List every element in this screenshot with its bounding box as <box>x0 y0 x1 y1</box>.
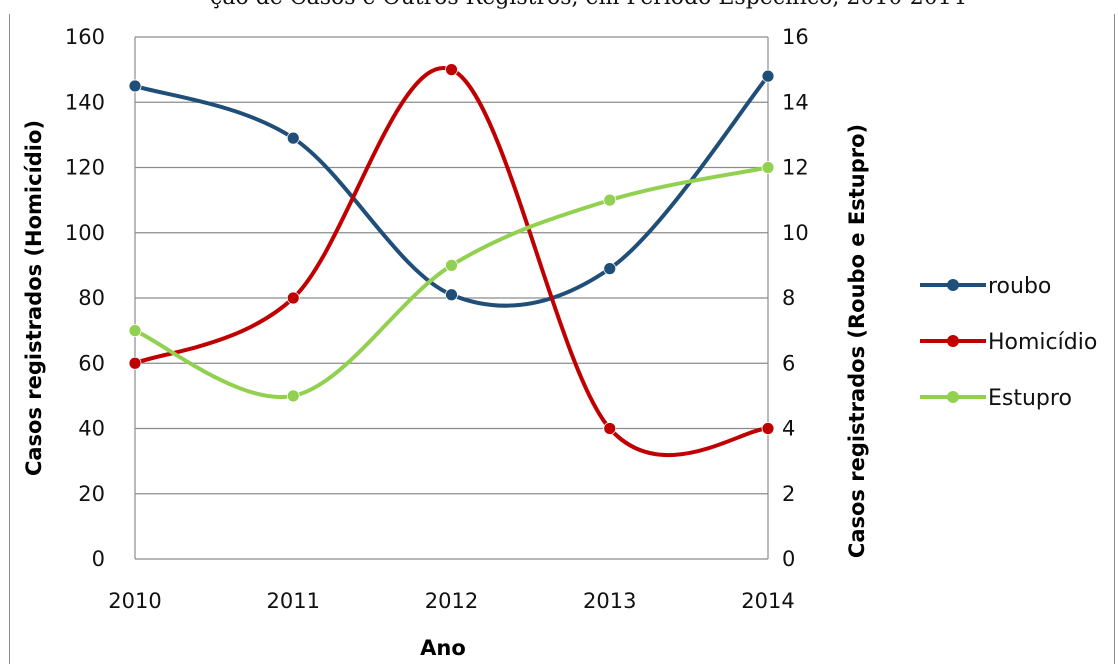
legend-label: Homicídio <box>988 330 1097 355</box>
y-tick-label-left: 100 <box>65 221 105 245</box>
data-point <box>128 79 142 93</box>
data-point <box>445 258 458 272</box>
y-tick-label-right: 12 <box>782 156 809 180</box>
data-point <box>445 63 458 77</box>
data-point <box>286 131 300 145</box>
series-roubo <box>128 69 775 308</box>
series-estupro <box>128 161 775 403</box>
y-tick-label-left: 60 <box>78 351 105 375</box>
data-point <box>286 389 300 403</box>
data-point <box>603 262 617 276</box>
x-tick-label: 2013 <box>583 589 636 613</box>
y-tick-label-right: 8 <box>782 286 795 310</box>
data-point <box>286 291 300 305</box>
legend-entry-roubo: roubo <box>920 274 1051 299</box>
legend-label: roubo <box>988 274 1051 299</box>
legend-marker <box>947 391 959 403</box>
y-axis-title-left: Casos registrados (Homicídio) <box>22 120 46 476</box>
data-point <box>128 356 142 370</box>
y-tick-label-left: 0 <box>92 547 105 571</box>
y-tick-label-right: 14 <box>782 90 809 114</box>
series-homicídio <box>128 63 775 458</box>
series-layer <box>128 63 775 458</box>
y-tick-label-right: 10 <box>782 221 809 245</box>
x-axis-title: Ano <box>420 636 466 660</box>
x-tick-label: 2014 <box>741 589 794 613</box>
y-tick-label-left: 20 <box>78 482 105 506</box>
data-point <box>761 161 775 174</box>
y-tick-label-left: 160 <box>65 25 105 49</box>
data-point <box>603 193 617 207</box>
y-tick-label-right: 4 <box>782 417 795 441</box>
legend-marker <box>947 335 959 347</box>
y-tick-label-right: 6 <box>782 351 795 375</box>
axes: 0 0 20 2 40 4 60 6 80 8 100 10 120 12 140 14 160 16 2010 20… <box>22 25 869 660</box>
y-tick-label-left: 80 <box>78 286 105 310</box>
legend-entry-homicídio: Homicídio <box>920 330 1097 355</box>
y-tick-label-right: 0 <box>782 547 795 571</box>
x-tick-label: 2011 <box>267 589 320 613</box>
y-tick-label-left: 140 <box>65 90 105 114</box>
header-fragment: ção de Casos e Outros Registros, em Perí… <box>210 0 966 10</box>
data-point <box>603 422 617 435</box>
data-point <box>445 288 458 302</box>
x-tick-label: 2012 <box>425 589 478 613</box>
data-point <box>128 324 142 338</box>
legend-entry-estupro: Estupro <box>920 386 1072 411</box>
y-tick-label-left: 40 <box>78 417 105 441</box>
y-tick-label-right: 2 <box>782 482 795 506</box>
y-tick-label-left: 120 <box>65 156 105 180</box>
chart-frame <box>9 14 1115 664</box>
legend: roubo Homicídio Estupro <box>920 274 1097 411</box>
y-axis-title-right: Casos registrados (Roubo e Estupro) <box>845 124 869 558</box>
y-tick-label-right: 16 <box>782 25 809 49</box>
legend-label: Estupro <box>988 386 1072 411</box>
data-point <box>761 69 775 83</box>
x-tick-label: 2010 <box>108 589 161 613</box>
legend-marker <box>947 279 959 291</box>
data-point <box>761 422 775 435</box>
